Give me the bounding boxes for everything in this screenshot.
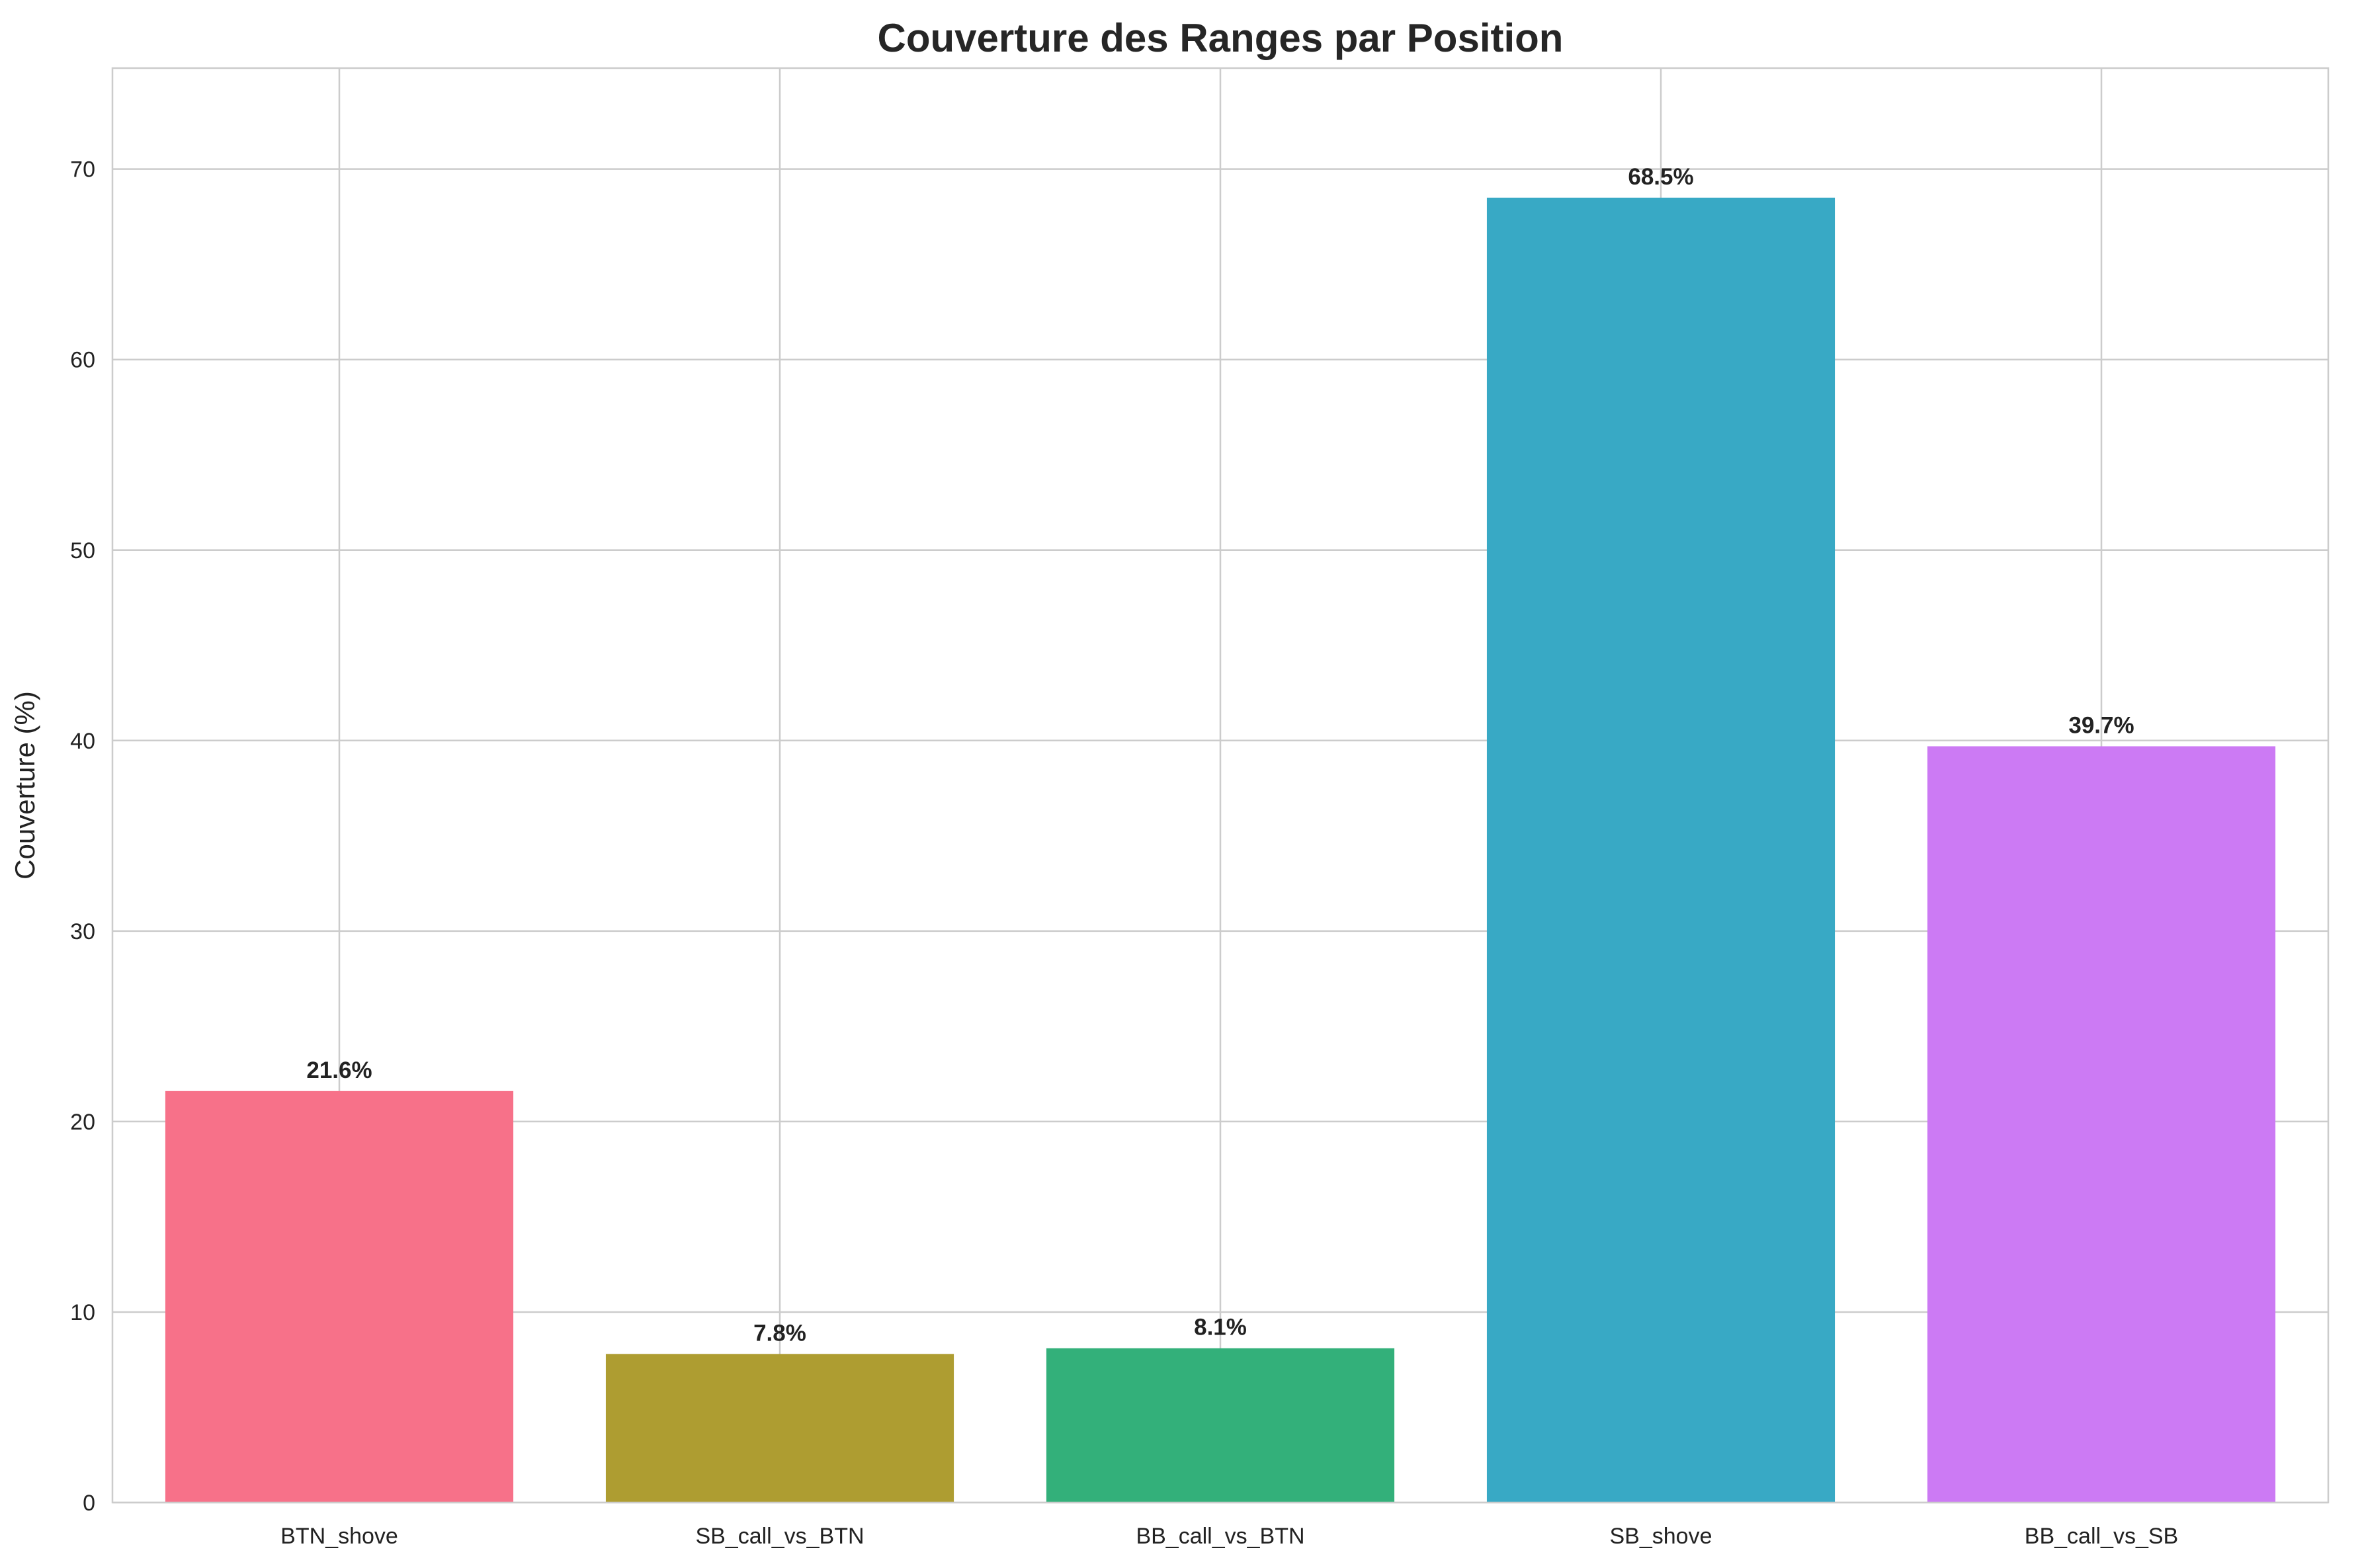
y-tick-label: 50 [70, 538, 95, 563]
y-tick-label: 60 [70, 348, 95, 373]
y-tick-label: 10 [70, 1300, 95, 1325]
x-tick-label: BB_call_vs_SB [2025, 1524, 2178, 1549]
bar [1046, 1348, 1395, 1503]
y-tick-label: 20 [70, 1110, 95, 1135]
y-axis-label: Couverture (%) [9, 691, 40, 880]
bar-value-label: 8.1% [1194, 1315, 1247, 1341]
chart-title: Couverture des Ranges par Position [878, 16, 1564, 60]
y-tick-label: 0 [83, 1491, 95, 1516]
bar-value-label: 7.8% [753, 1320, 806, 1346]
bar [1486, 197, 1835, 1503]
x-tick-label: BB_call_vs_BTN [1136, 1524, 1304, 1549]
x-tick-label: SB_call_vs_BTN [695, 1524, 864, 1549]
y-tick-label: 70 [70, 157, 95, 183]
bars-layer [165, 197, 2276, 1503]
ticks-layer: 0 10 20 30 40 50 60 70 BTN_shove SB_call_vs_BTN BB… [70, 157, 2178, 1549]
bar-value-label: 21.6% [306, 1057, 372, 1083]
bar-value-label: 68.5% [1628, 164, 1693, 190]
bar [605, 1354, 954, 1503]
bar [1927, 746, 2276, 1503]
y-tick-label: 40 [70, 729, 95, 754]
x-tick-label: SB_shove [1610, 1524, 1712, 1549]
x-tick-label: BTN_shove [280, 1524, 398, 1549]
bar [165, 1091, 514, 1503]
bar-value-label: 39.7% [2068, 712, 2134, 738]
y-tick-label: 30 [70, 919, 95, 944]
value-labels-layer: 21.6% 7.8% 8.1% 68.5% 39.7% [306, 164, 2134, 1346]
plot-area-frame [111, 67, 2330, 1504]
